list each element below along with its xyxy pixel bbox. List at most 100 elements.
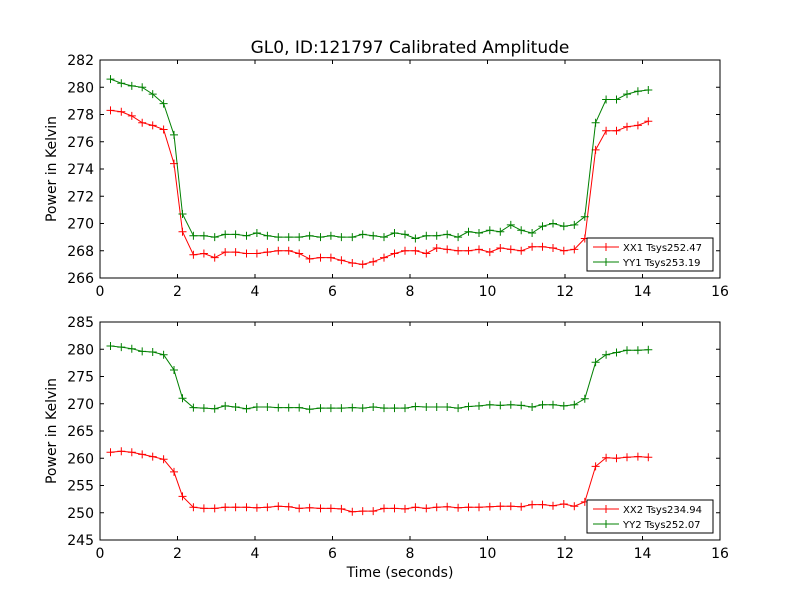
data-point-marker bbox=[305, 405, 314, 414]
data-point-marker bbox=[580, 394, 589, 403]
data-point-marker bbox=[284, 502, 293, 511]
data-point-marker bbox=[380, 404, 388, 413]
data-point-marker bbox=[454, 246, 463, 255]
data-point-marker bbox=[274, 403, 283, 412]
data-point-marker bbox=[221, 248, 230, 257]
data-point-marker bbox=[411, 503, 420, 512]
data-point-marker bbox=[401, 230, 409, 239]
y-tick-label: 274 bbox=[67, 162, 94, 178]
data-point-marker bbox=[138, 450, 147, 459]
data-point-marker bbox=[549, 501, 557, 510]
data-point-marker bbox=[623, 346, 631, 355]
data-point-marker bbox=[580, 212, 589, 221]
y-axis-label: Power in Kelvin bbox=[44, 378, 60, 484]
data-point-marker bbox=[127, 111, 136, 120]
data-point-marker bbox=[485, 502, 494, 511]
data-point-marker bbox=[348, 233, 357, 242]
data-point-marker bbox=[210, 404, 219, 413]
data-point-marker bbox=[252, 249, 261, 258]
y-tick-label: 272 bbox=[67, 189, 94, 205]
data-point-marker bbox=[316, 233, 325, 242]
data-point-marker bbox=[106, 106, 115, 115]
data-point-marker bbox=[117, 447, 126, 456]
data-point-marker bbox=[117, 79, 126, 88]
data-point-marker bbox=[570, 502, 579, 511]
data-point-marker bbox=[337, 504, 346, 513]
data-point-marker bbox=[612, 126, 621, 135]
data-point-marker bbox=[602, 95, 611, 104]
data-point-marker bbox=[517, 246, 526, 255]
x-tick-label: 6 bbox=[328, 546, 337, 562]
data-point-marker bbox=[189, 231, 198, 240]
series-1-1-line bbox=[110, 109, 649, 265]
data-point-marker bbox=[138, 83, 147, 92]
legend-box bbox=[586, 499, 714, 534]
data-point-marker bbox=[127, 81, 136, 90]
data-point-marker bbox=[475, 503, 483, 512]
y-tick-label: 270 bbox=[67, 397, 94, 413]
data-point-marker bbox=[295, 249, 304, 258]
data-point-marker bbox=[602, 126, 611, 135]
data-point-marker bbox=[528, 229, 537, 237]
data-point-marker bbox=[242, 503, 251, 512]
data-point-marker bbox=[591, 118, 600, 127]
y-tick-label: 268 bbox=[67, 244, 94, 260]
data-point-marker bbox=[538, 400, 547, 409]
x-tick-label: 10 bbox=[479, 546, 497, 562]
data-point-marker bbox=[506, 220, 515, 229]
data-point-marker bbox=[178, 227, 187, 236]
legend: XX2 Tsys234.94 YY2 Tsys252.07 bbox=[586, 499, 714, 534]
data-point-marker bbox=[623, 122, 631, 131]
data-point-marker bbox=[231, 403, 240, 411]
data-point-marker bbox=[252, 403, 261, 411]
data-point-marker bbox=[305, 503, 314, 512]
data-point-marker bbox=[485, 226, 494, 235]
data-point-marker bbox=[432, 231, 441, 240]
data-point-marker bbox=[170, 467, 178, 476]
data-point-marker bbox=[422, 249, 431, 258]
legend-swatch bbox=[593, 243, 619, 251]
data-point-marker bbox=[496, 502, 505, 511]
y-tick-label: 250 bbox=[67, 506, 94, 522]
data-point-marker bbox=[305, 231, 314, 240]
data-point-marker bbox=[401, 246, 409, 255]
data-point-marker bbox=[380, 253, 388, 262]
data-point-marker bbox=[401, 404, 409, 413]
data-point-marker bbox=[411, 246, 420, 255]
data-point-marker bbox=[221, 401, 230, 410]
y-tick-label: 280 bbox=[67, 342, 94, 358]
data-point-marker bbox=[326, 404, 335, 413]
data-point-marker bbox=[623, 453, 631, 462]
data-point-marker bbox=[602, 453, 611, 462]
y-tick-label: 278 bbox=[67, 108, 94, 124]
data-point-marker bbox=[189, 503, 198, 512]
data-point-marker bbox=[623, 90, 631, 99]
y-tick-label: 275 bbox=[67, 370, 94, 386]
data-point-marker bbox=[348, 403, 357, 412]
data-point-marker bbox=[178, 394, 187, 403]
data-point-marker bbox=[485, 248, 494, 257]
bottom-panel: 0 2 4 6 8 10 12 14 16 245 250 255 260 265 270 275 280 285… bbox=[44, 315, 729, 581]
data-point-marker bbox=[390, 504, 399, 513]
data-point-marker bbox=[369, 403, 378, 411]
data-point-marker bbox=[337, 233, 346, 242]
series-2-2-line bbox=[110, 345, 649, 410]
y-tick-label: 255 bbox=[67, 479, 94, 495]
data-point-marker bbox=[358, 260, 367, 269]
data-point-marker bbox=[528, 403, 537, 411]
x-tick-label: 10 bbox=[479, 284, 497, 300]
legend-label: YY2 Tsys252.07 bbox=[622, 520, 701, 531]
data-point-marker bbox=[454, 503, 463, 512]
data-point-marker bbox=[148, 452, 157, 461]
data-point-marker bbox=[517, 401, 526, 410]
x-tick-label: 6 bbox=[328, 284, 337, 300]
data-point-marker bbox=[295, 233, 304, 242]
data-point-marker bbox=[401, 504, 409, 513]
data-point-marker bbox=[570, 245, 579, 254]
data-point-marker bbox=[199, 404, 208, 413]
data-point-marker bbox=[644, 117, 653, 126]
legend-label: XX1 Tsys252.47 bbox=[623, 243, 702, 254]
data-point-marker bbox=[570, 220, 579, 229]
data-point-marker bbox=[506, 400, 515, 409]
